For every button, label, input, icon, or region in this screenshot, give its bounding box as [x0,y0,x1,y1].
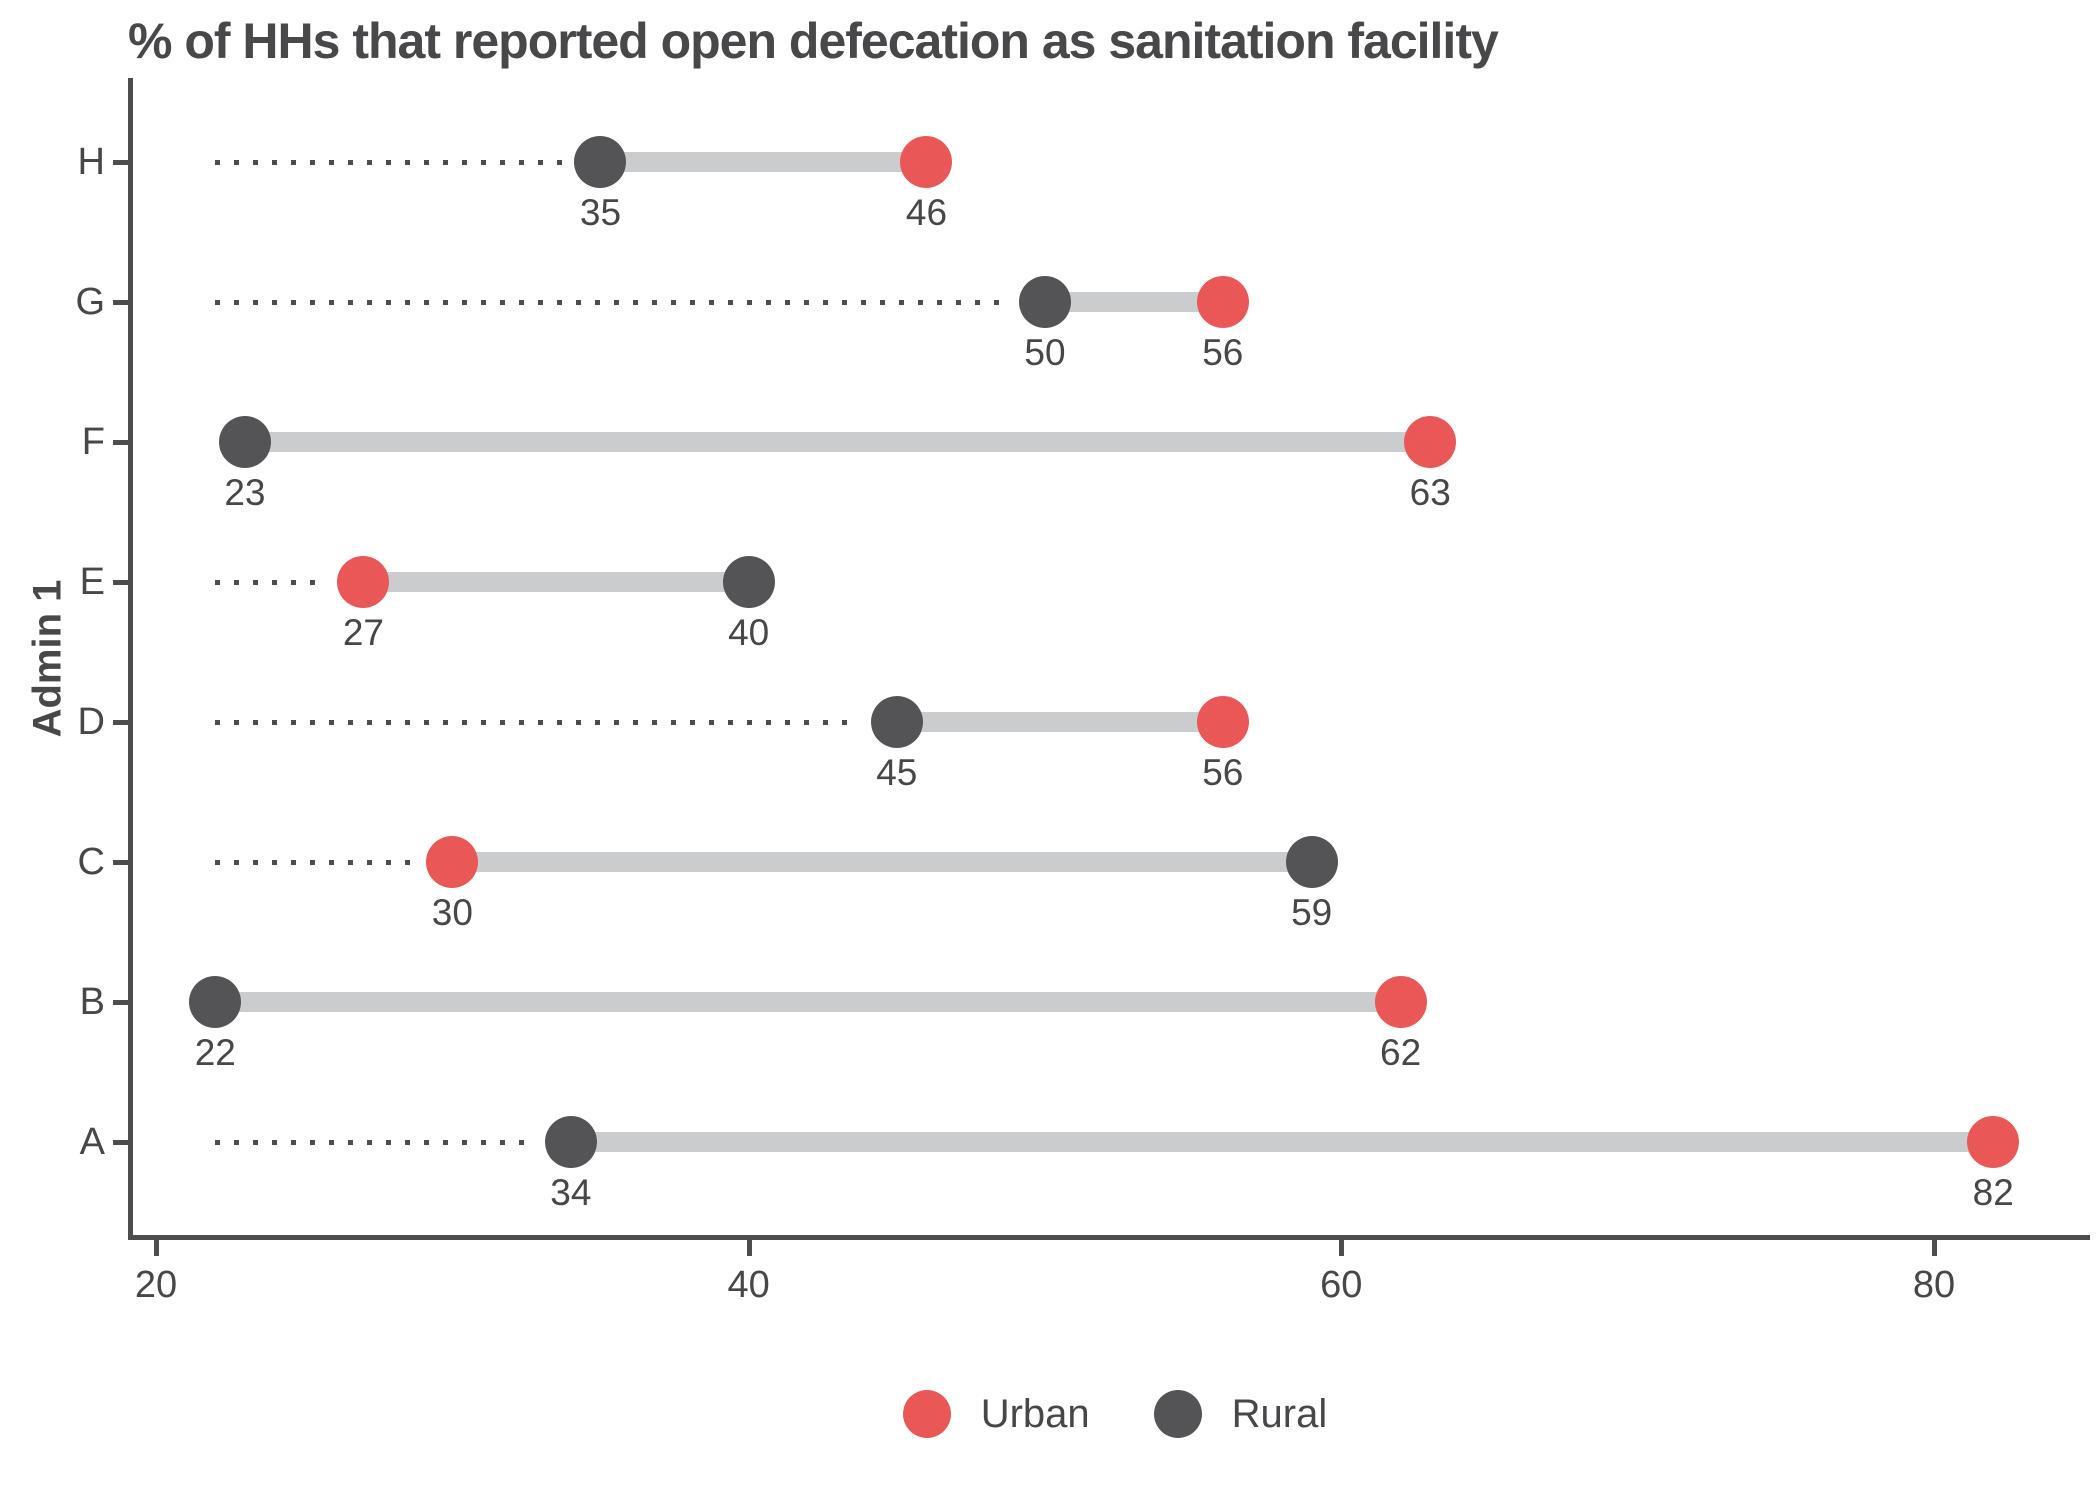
connector-bar [363,572,749,592]
x-axis-line [128,1235,2090,1240]
rural-value-label: 45 [876,752,918,793]
rural-dot [722,556,775,608]
urban-value-label: 82 [1972,1172,2014,1213]
urban-value-label: 27 [342,612,384,653]
rural-dot [1285,836,1338,888]
rural-value-label: 22 [194,1032,236,1073]
row-label: B [79,981,105,1023]
rural-dot [1018,276,1071,328]
urban-dot [426,836,479,888]
urban-value-label: 63 [1409,472,1451,513]
y-axis-line [128,78,133,1240]
urban-value-label: 56 [1202,752,1244,793]
connector-bar [215,992,1401,1012]
urban-dot [1196,276,1249,328]
legend-label: Urban [980,1391,1090,1436]
row-label: A [79,1121,105,1163]
leader-line [215,1140,535,1145]
urban-dot [1374,976,1427,1028]
x-axis-tick-label: 60 [1320,1264,1363,1306]
leader-line [215,860,417,865]
x-axis-tick-label: 20 [134,1264,178,1306]
urban-legend-dot-icon [902,1390,951,1438]
rural-value-label: 59 [1291,892,1333,933]
rural-dot [870,696,923,748]
urban-dot [1967,1116,2020,1168]
rural-value-label: 40 [728,612,770,653]
connector-bar [244,432,1431,452]
urban-value-label: 56 [1202,332,1244,373]
connector-bar [570,1132,1994,1152]
x-axis-tick-label: 80 [1912,1264,1956,1306]
y-tick [113,720,130,725]
x-axis-tick [1931,1240,1937,1256]
urban-dot [1404,416,1457,468]
row-label: E [79,561,105,603]
legend: Urban Rural [130,1390,2100,1438]
rural-value-label: 35 [579,192,622,233]
urban-value-label: 30 [431,892,473,933]
rural-dot [574,136,627,188]
leader-line [215,580,328,585]
rural-dot [189,976,242,1028]
leader-line [215,300,1009,305]
row-label: F [81,421,105,463]
rural-dot [218,416,271,468]
y-tick [113,160,130,165]
y-tick [113,580,130,585]
row-label: H [77,141,105,183]
x-axis-tick-label: 40 [727,1264,770,1306]
leader-line [215,720,861,725]
urban-dot [337,556,390,608]
connector-bar [452,852,1312,872]
rural-value-label: 23 [224,472,266,513]
urban-value-label: 46 [905,192,948,233]
row-label: D [77,701,105,743]
row-label: G [75,281,105,323]
urban-dot [1196,696,1249,748]
y-tick [113,1000,130,1005]
row-label: C [77,841,105,883]
y-tick [113,440,130,445]
legend-item-rural: Rural [1153,1390,1328,1438]
connector-bar [896,712,1223,732]
chart-title: % of HHs that reported open defecation a… [128,13,1499,69]
urban-value-label: 62 [1380,1032,1422,1073]
rural-legend-dot-icon [1153,1390,1202,1438]
x-axis-tick [154,1240,159,1256]
rural-dot [544,1116,597,1168]
rural-value-label: 50 [1024,332,1066,373]
x-axis-tick [1339,1240,1345,1256]
urban-dot [900,136,953,188]
y-tick [113,860,130,865]
connector-bar [600,152,927,172]
x-axis-tick [746,1240,752,1256]
rural-value-label: 34 [550,1172,592,1213]
legend-label: Rural [1231,1391,1328,1436]
connector-bar [1044,292,1223,312]
y-tick [113,1140,130,1145]
y-tick [113,300,130,305]
leader-line [215,160,565,165]
legend-item-urban: Urban [902,1390,1090,1438]
